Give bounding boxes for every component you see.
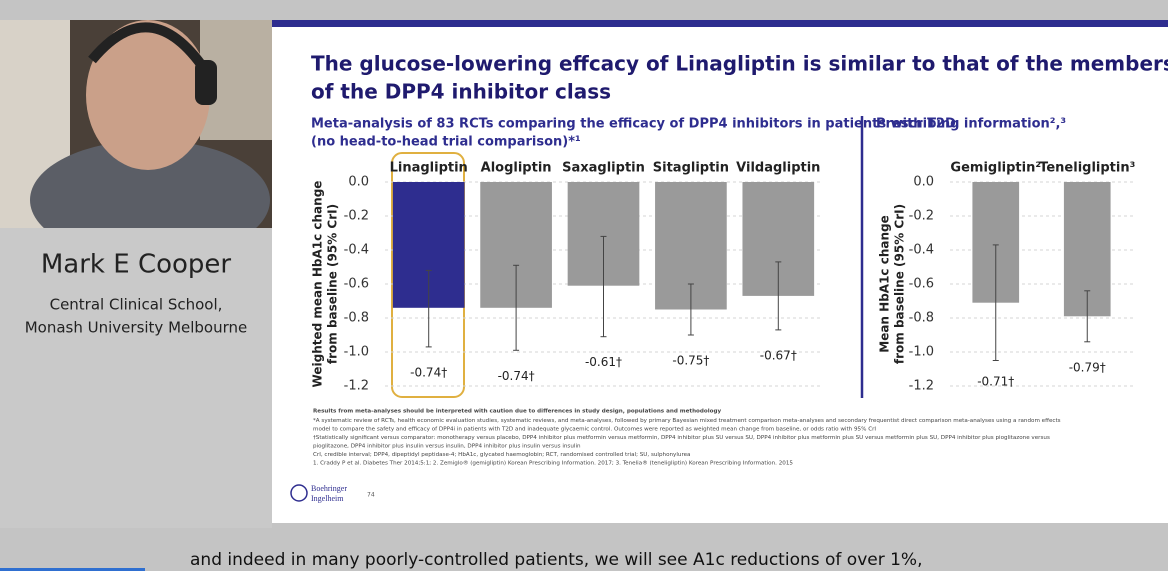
y-axis-label: from baseline (95% CrI) (326, 204, 340, 364)
category-label: Linagliptin (390, 161, 468, 176)
category-label: Vildagliptin (736, 161, 820, 176)
subtitle: Meta-analysis of 83 RCTs comparing the e… (311, 117, 956, 132)
footnotes: Results from meta-analyses should be int… (313, 409, 1061, 467)
value-label: -0.79† (1069, 360, 1106, 374)
head (86, 20, 210, 170)
y-axis-label: from baseline (95% CrI) (893, 204, 907, 364)
logo-text: Boehringer (311, 484, 347, 493)
y-tick-label: -1.0 (344, 345, 369, 360)
slide-top-bar (272, 20, 1168, 27)
category-label: Sitagliptin (653, 161, 729, 176)
y-tick-label: -0.4 (909, 243, 934, 258)
webcam (0, 20, 272, 260)
y-tick-label: -0.8 (344, 311, 369, 326)
value-label: -0.75† (672, 354, 709, 368)
y-tick-label: -1.2 (909, 379, 934, 394)
name-panel (0, 228, 272, 528)
y-tick-label: -1.2 (344, 379, 369, 394)
footnote: CrI, credible interval; DPP4, dipeptidyl… (313, 452, 691, 458)
logo-mark (290, 484, 308, 502)
value-label: -0.74† (498, 369, 535, 383)
progress-bar (0, 568, 145, 571)
y-tick-label: -0.6 (344, 277, 369, 292)
speaker-name: Mark E Cooper (41, 250, 232, 280)
footnote: model to compare the safety and efficacy… (313, 427, 876, 433)
earpiece (195, 60, 217, 105)
y-tick-label: 0.0 (913, 175, 934, 190)
slide-title: of the DPP4 inhibitor class (311, 80, 611, 104)
category-label: Saxagliptin (562, 161, 645, 176)
y-axis-label: Mean HbA1c change (878, 215, 892, 352)
category-label: Teneligliptin³ (1039, 161, 1135, 176)
caption: and indeed in many poorly-controlled pat… (190, 550, 922, 570)
affiliation: Monash University Melbourne (25, 319, 248, 337)
footnote: 1. Craddy P et al. Diabetes Ther 2014;5:… (313, 460, 793, 467)
y-axis-label: Weighted mean HbA1c change (311, 181, 325, 388)
y-tick-label: 0.0 (348, 175, 369, 190)
y-tick-label: -1.0 (909, 345, 934, 360)
category-label: Alogliptin (481, 161, 552, 176)
y-tick-label: -0.2 (909, 209, 934, 224)
y-tick-label: -0.6 (909, 277, 934, 292)
slide-title: The glucose-lowering effcacy of Linaglip… (311, 52, 1168, 76)
page-number: 74 (367, 492, 375, 499)
y-tick-label: -0.8 (909, 311, 934, 326)
footnote: *A systematic review of RCTs, health eco… (313, 418, 1061, 424)
y-tick-label: -0.4 (344, 243, 369, 258)
category-label: Gemigliptin² (950, 161, 1041, 176)
footnote: pioglitazone, DPP4 inhibitor plus insuli… (313, 444, 581, 450)
value-label: -0.61† (585, 355, 622, 369)
subtitle: Prescribing information²,³ (876, 117, 1066, 132)
y-tick-label: -0.2 (344, 209, 369, 224)
value-label: -0.67† (760, 348, 797, 362)
logo-text: Ingelheim (311, 494, 344, 503)
value-label: -0.71† (977, 375, 1014, 389)
affiliation: Central Clinical School, (50, 296, 223, 314)
headphones (88, 22, 210, 73)
footnote: †Statistically significant versus compar… (313, 435, 1050, 441)
footnote: Results from meta-analyses should be int… (313, 409, 722, 415)
subtitle: (no head-to-head trial comparison)*¹ (311, 135, 581, 150)
value-label: -0.74† (410, 365, 447, 379)
